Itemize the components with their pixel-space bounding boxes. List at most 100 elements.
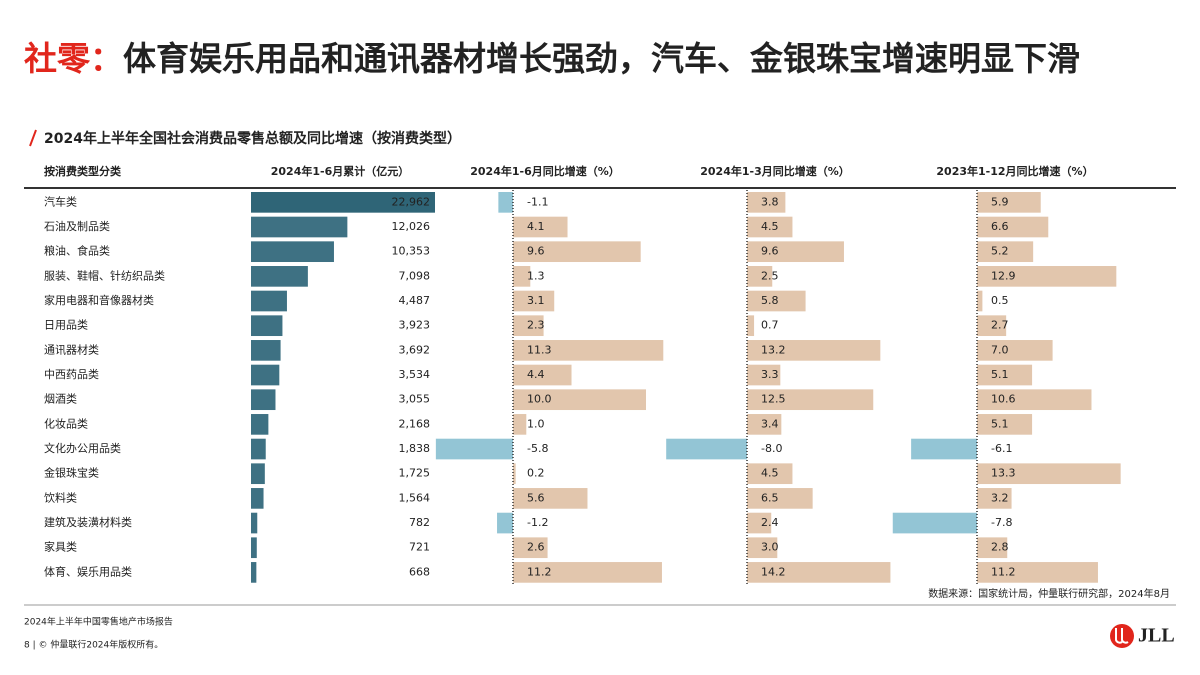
bar	[892, 512, 977, 534]
value-label: 12,026	[392, 220, 431, 233]
bar	[251, 192, 435, 213]
value-label: 1,564	[399, 491, 431, 504]
value-label: 5.6	[527, 491, 545, 504]
bar	[251, 340, 281, 361]
column-header: 2024年1-6月累计（亿元）	[271, 164, 410, 178]
value-label: 5.9	[991, 195, 1009, 208]
category-label: 体育、娱乐用品类	[44, 564, 132, 578]
value-label: 10.0	[527, 393, 552, 406]
value-label: 668	[409, 565, 430, 578]
value-label: 11.2	[991, 565, 1016, 578]
bar	[977, 192, 1041, 213]
bar	[747, 389, 874, 411]
value-label: 5.2	[991, 245, 1009, 258]
value-label: 2.4	[761, 516, 779, 529]
bar	[977, 241, 1034, 263]
bar	[977, 463, 1121, 485]
value-label: 1.3	[527, 269, 545, 282]
value-label: 3,692	[399, 343, 431, 356]
category-label: 建筑及装潢材料类	[44, 515, 132, 529]
bar	[513, 364, 572, 386]
bar	[251, 488, 264, 509]
value-label: 10,353	[392, 245, 431, 258]
bar	[513, 562, 662, 583]
bar	[747, 463, 793, 485]
bar	[513, 266, 531, 287]
column-header: 2024年1-6月同比增速（%）	[470, 164, 620, 178]
value-label: 3.1	[527, 294, 545, 307]
bar	[435, 438, 513, 460]
value-label: -5.8	[527, 442, 548, 455]
bar	[747, 315, 755, 337]
category-label: 中西药品类	[44, 367, 99, 381]
bar	[251, 389, 276, 411]
bar	[251, 562, 257, 583]
bar	[513, 315, 544, 337]
value-label: 2.3	[527, 319, 545, 332]
value-label: 7.0	[991, 343, 1009, 356]
value-label: -8.0	[761, 442, 782, 455]
value-label: 0.7	[761, 319, 779, 332]
logo: JLL	[1110, 624, 1175, 648]
value-label: 4.5	[761, 220, 779, 233]
value-label: 9.6	[527, 245, 545, 258]
value-label: 4.1	[527, 220, 545, 233]
value-label: 9.6	[761, 245, 779, 258]
category-label: 烟酒类	[44, 392, 77, 406]
bar	[498, 192, 513, 213]
bar	[747, 414, 782, 435]
value-label: 3.0	[761, 541, 779, 554]
category-label: 家具类	[44, 540, 77, 554]
bar	[747, 192, 786, 213]
bar	[497, 512, 513, 534]
category-label: 家用电器和音像器材类	[44, 293, 154, 307]
bar	[513, 463, 516, 485]
category-label: 饮料类	[44, 490, 77, 504]
category-label: 文化办公用品类	[44, 441, 121, 455]
title: 社零：体育娱乐用品和通讯器材增长强劲，汽车、金银珠宝增速明显下滑	[24, 39, 1080, 78]
value-label: 5.1	[991, 368, 1009, 381]
value-label: 782	[409, 516, 430, 529]
value-label: 4.4	[527, 368, 545, 381]
value-label: 3.8	[761, 195, 779, 208]
bar	[513, 216, 568, 238]
bar	[513, 340, 664, 361]
category-label: 化妆品类	[44, 416, 88, 430]
bar	[977, 315, 1007, 337]
bar	[513, 488, 588, 509]
value-label: 4.5	[761, 467, 779, 480]
bar	[513, 414, 527, 435]
value-label: 6.6	[991, 220, 1009, 233]
value-label: 2.6	[527, 541, 545, 554]
value-label: 1.0	[527, 417, 545, 430]
bar	[747, 340, 881, 361]
value-label: 7,098	[399, 269, 431, 282]
value-label: 3,923	[399, 319, 431, 332]
bar	[911, 438, 977, 460]
copyright: 8 | © 仲量联行2024年版权所有。	[24, 639, 163, 651]
bar	[977, 266, 1117, 287]
category-header: 按消费类型分类	[44, 164, 122, 178]
value-label: 11.3	[527, 343, 552, 356]
value-label: 2.5	[761, 269, 779, 282]
bar	[747, 364, 781, 386]
bar	[251, 463, 265, 485]
category-label: 服装、鞋帽、针纺织品类	[44, 268, 165, 282]
value-label: 5.1	[991, 417, 1009, 430]
value-label: 3.4	[761, 417, 779, 430]
bar	[977, 537, 1008, 559]
bar	[251, 438, 266, 460]
value-label: 6.5	[761, 491, 779, 504]
category-label: 通讯器材类	[44, 342, 99, 356]
bar	[251, 216, 348, 238]
value-label: 22,962	[392, 195, 431, 208]
value-label: 2.8	[991, 541, 1009, 554]
bar	[747, 241, 844, 263]
bar	[251, 290, 287, 312]
value-label: -6.1	[991, 442, 1012, 455]
value-label: 1,725	[399, 467, 431, 480]
bar	[747, 488, 813, 509]
bar	[747, 216, 793, 238]
bar	[747, 512, 772, 534]
